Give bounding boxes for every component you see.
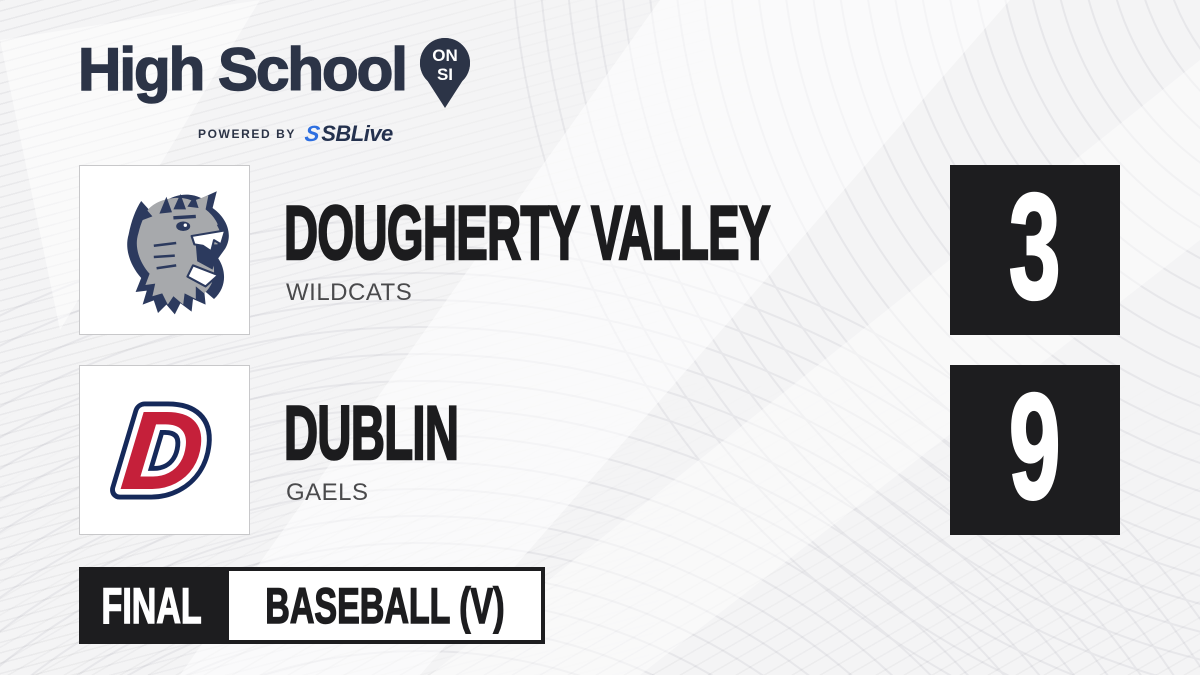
team2-mascot: GAELS xyxy=(286,479,369,506)
status-badge: FINAL xyxy=(79,567,225,644)
team1-logo-box xyxy=(79,165,250,335)
powered-by-label: POWERED BY xyxy=(198,127,297,141)
header: High School ON SI POWERED BY S SBLive xyxy=(77,36,472,146)
sport-label: BASEBALL (V) xyxy=(265,577,505,634)
sblive-logo: S SBLive xyxy=(303,121,393,146)
svg-text:D: D xyxy=(116,387,210,513)
dublin-d-icon: D D xyxy=(105,380,220,520)
team2-logo-box: D D xyxy=(79,365,250,535)
team1-score-box: 3 xyxy=(950,165,1120,335)
footer-badges: FINAL BASEBALL (V) xyxy=(79,567,545,644)
team2-score: 9 xyxy=(1008,362,1062,530)
team2-score-box: 9 xyxy=(950,365,1120,535)
sblive-wordmark: SBLive xyxy=(321,121,393,146)
team1-mascot: WILDCATS xyxy=(286,279,413,306)
status-label: FINAL xyxy=(101,577,203,634)
sblive-bolt-icon: S xyxy=(303,121,322,146)
wildcat-head-icon xyxy=(126,191,229,315)
team1-score: 3 xyxy=(1008,162,1062,330)
sport-badge: BASEBALL (V) xyxy=(225,567,545,644)
page-title: High School xyxy=(77,36,408,103)
team2-name: DUBLIN xyxy=(283,391,459,476)
powered-by-row: POWERED BY S SBLive xyxy=(198,121,472,146)
svg-text:D: D xyxy=(116,387,210,513)
team1-name: DOUGHERTY VALLEY xyxy=(283,191,771,276)
pin-text-si: SI xyxy=(437,65,453,84)
pin-text-on: ON xyxy=(432,46,458,65)
map-pin-icon: ON SI xyxy=(419,38,470,108)
